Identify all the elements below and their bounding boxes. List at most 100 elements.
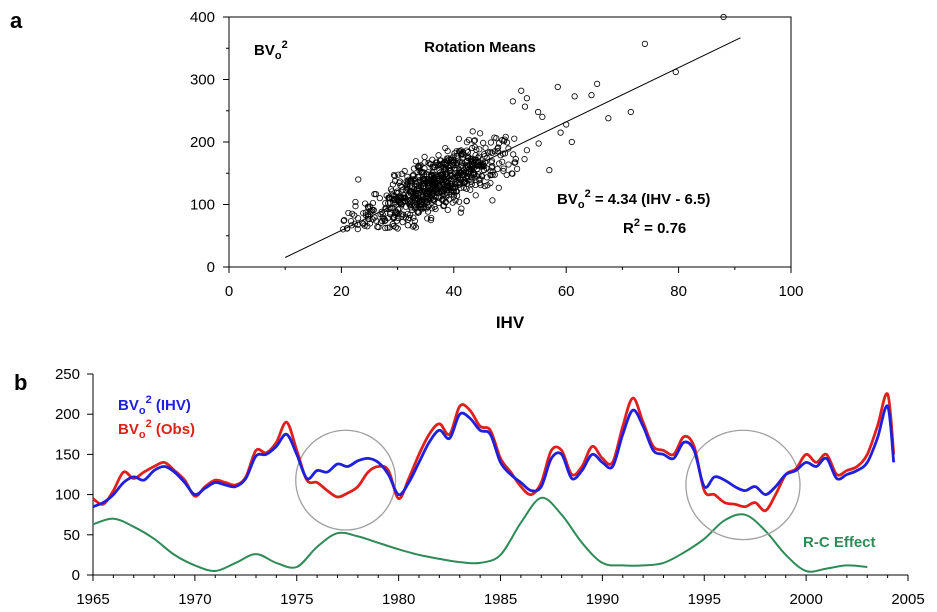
scatter-point	[443, 189, 450, 196]
scatter-point	[354, 226, 361, 233]
scatter-point	[395, 194, 402, 201]
scatter-point	[415, 209, 422, 216]
scatter-point	[390, 222, 397, 230]
scatter-point	[487, 139, 495, 146]
scatter-point	[420, 205, 427, 212]
scatter-point	[477, 130, 484, 137]
scatter-point	[418, 168, 425, 175]
scatter-point	[431, 203, 438, 210]
scatter-point	[440, 175, 447, 182]
scatter-point	[389, 214, 397, 221]
scatter-point	[401, 167, 408, 175]
scatter-point	[469, 170, 477, 177]
scatter-point	[557, 129, 564, 136]
y-tick-label: 100	[190, 197, 215, 214]
scatter-point	[427, 176, 435, 183]
scatter-point	[391, 177, 399, 185]
scatter-point	[454, 192, 461, 199]
scatter-point	[424, 208, 432, 215]
scatter-point	[437, 157, 445, 164]
scatter-point	[404, 222, 411, 229]
scatter-point	[354, 215, 362, 222]
scatter-point	[489, 197, 496, 204]
scatter-point	[720, 13, 727, 21]
scatter-point	[431, 177, 438, 184]
scatter-point	[434, 189, 441, 197]
scatter-point	[472, 158, 479, 165]
scatter-point	[404, 173, 411, 180]
scatter-point	[425, 176, 432, 184]
scatter-point	[563, 121, 570, 128]
y-tick-label: 200	[55, 406, 80, 423]
scatter-point	[387, 209, 394, 216]
scatter-point	[409, 223, 417, 230]
y-tick-label: 200	[190, 134, 215, 151]
scatter-point	[384, 224, 391, 231]
x-tick-label: 1980	[382, 591, 415, 608]
scatter-point	[494, 148, 501, 155]
scatter-point	[339, 226, 347, 233]
scatter-point	[385, 194, 392, 202]
scatter-point	[421, 159, 428, 166]
scatter-point	[421, 153, 428, 160]
scatter-point	[428, 214, 435, 222]
scatter-point	[464, 163, 471, 170]
scatter-point	[444, 206, 451, 214]
scatter-point	[500, 138, 508, 145]
scatter-point	[571, 93, 578, 100]
scatter-point	[487, 148, 494, 156]
scatter-point	[403, 181, 410, 188]
scatter-point	[471, 137, 478, 144]
scatter-point	[459, 159, 466, 166]
scatter-point	[441, 166, 448, 173]
scatter-point	[456, 198, 463, 205]
scatter-point	[444, 148, 451, 155]
scatter-point	[469, 128, 476, 135]
scatter-point	[430, 196, 437, 203]
scatter-point	[444, 182, 451, 190]
timeseries-panel: 1965 1970 1975 1980 1985 1990 1995 2000 2005 0 50 1…	[55, 366, 925, 608]
scatter-point	[641, 40, 648, 47]
scatter-point	[349, 210, 356, 217]
x-tick-label: 1985	[484, 591, 517, 608]
scatter-point	[408, 183, 416, 190]
scatter-point	[463, 185, 470, 192]
scatter-point	[412, 158, 419, 165]
legend-ihv: BVo2 (IHV)	[118, 394, 191, 417]
scatter-point	[605, 115, 612, 122]
scatter-point	[505, 145, 512, 152]
scatter-point	[478, 161, 485, 168]
scatter-point	[523, 95, 530, 102]
scatter-point	[425, 191, 432, 198]
y-tick-label: 0	[207, 259, 215, 276]
scatter-point	[406, 201, 413, 208]
scatter-point	[513, 165, 521, 172]
x-tick-label: 1965	[76, 591, 109, 608]
scatter-point	[443, 160, 450, 167]
scatter-point	[414, 179, 421, 186]
scatter-point	[471, 143, 478, 151]
scatter-point	[510, 151, 517, 158]
scatter-point	[377, 211, 384, 218]
scatter-point	[369, 199, 377, 207]
scatter-point	[512, 155, 519, 163]
scatter-point	[472, 192, 479, 199]
scatter-point	[481, 183, 488, 190]
scatter-point	[429, 187, 436, 194]
x-tick-label: 2000	[789, 591, 822, 608]
scatter-point	[451, 184, 458, 192]
scatter-point	[398, 170, 405, 178]
scatter-point	[453, 159, 460, 166]
panel-label-b: b	[14, 370, 27, 395]
scatter-point	[456, 166, 463, 173]
x-tick-label: 0	[225, 283, 233, 300]
scatter-point	[435, 152, 442, 159]
scatter-point	[482, 144, 489, 151]
scatter-point	[410, 214, 417, 221]
y-tick-label: 300	[190, 72, 215, 89]
scatter-point	[410, 165, 417, 172]
scatter-point	[430, 184, 437, 191]
scatter-point	[443, 193, 450, 200]
x-tick-label: 80	[670, 283, 687, 300]
scatter-point	[362, 200, 369, 207]
